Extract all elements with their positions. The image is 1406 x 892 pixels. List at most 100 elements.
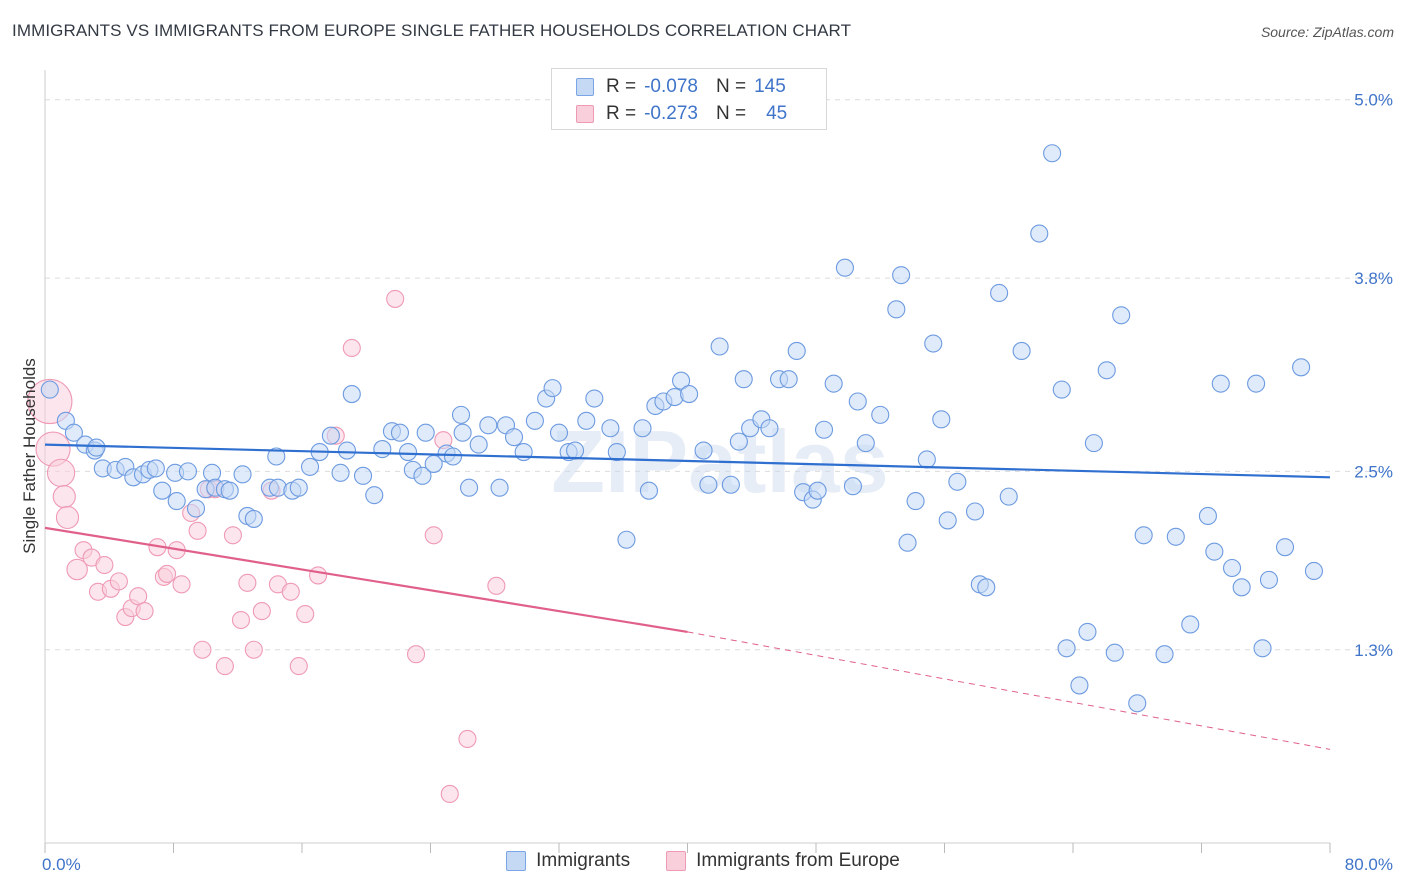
legend-r-label: R = [606, 76, 637, 97]
legend-label-immigrants-from-europe: Immigrants from Europe [696, 850, 900, 871]
data-point-immigrants-from-europe [109, 572, 128, 591]
data-point-immigrants [892, 266, 911, 285]
data-point-immigrants [353, 466, 373, 485]
data-point-immigrants [566, 441, 585, 460]
data-point-immigrants-from-europe [244, 640, 263, 659]
data-point-immigrants [525, 411, 544, 430]
data-point-immigrants [871, 405, 890, 424]
data-point-immigrants [220, 481, 239, 500]
data-point-immigrants-from-europe [386, 289, 405, 308]
legend-n-value: 45 [766, 103, 788, 124]
data-point-immigrants-from-europe [342, 338, 361, 358]
data-point-immigrants [469, 435, 488, 454]
data-point-immigrants [186, 499, 206, 518]
data-point-immigrants [178, 462, 198, 481]
legend-swatch-blue [576, 78, 594, 96]
data-point-immigrants-from-europe [158, 564, 177, 583]
data-point-immigrants [289, 478, 308, 497]
data-point-immigrants [932, 410, 951, 429]
data-point-immigrants [1253, 639, 1272, 658]
data-point-immigrants [390, 423, 410, 442]
legend-item-immigrants-from-europe[interactable]: Immigrants from Europe [666, 850, 900, 872]
data-point-immigrants [699, 475, 718, 494]
data-point-immigrants [680, 385, 699, 404]
data-point-immigrants [443, 447, 463, 466]
data-point-immigrants [1247, 374, 1266, 393]
data-point-immigrants [824, 374, 843, 393]
data-point-immigrants [1078, 622, 1097, 641]
legend-row-immigrants: R = -0.078 N = 145 [576, 75, 786, 99]
data-point-immigrants-from-europe [296, 605, 315, 624]
data-point-immigrants [856, 434, 875, 453]
data-point-immigrants [373, 440, 392, 459]
data-point-immigrants-from-europe [406, 645, 426, 664]
data-point-immigrants [1304, 561, 1323, 581]
legend-n-label: N = [715, 103, 747, 124]
data-point-immigrants [734, 370, 753, 389]
trend-line-immigrants-from-europe [44, 526, 688, 633]
legend-swatch-blue [506, 851, 527, 871]
data-point-immigrants [365, 486, 384, 505]
data-point-immigrants [1222, 558, 1242, 578]
data-point-immigrants [577, 411, 596, 430]
data-point-immigrants [808, 481, 827, 500]
data-point-immigrants-from-europe [289, 657, 308, 676]
data-point-immigrants [977, 578, 996, 597]
data-point-immigrants [639, 481, 659, 500]
chart-source: Source: ZipAtlas.com [1260, 24, 1394, 40]
data-point-immigrants-from-europe [193, 640, 212, 659]
legend-swatch-pink [576, 105, 594, 123]
data-point-immigrants [990, 283, 1009, 303]
data-point-immigrants [244, 509, 263, 528]
series-immigrants [40, 144, 1323, 713]
data-point-immigrants [1134, 526, 1153, 545]
data-point-immigrants [453, 423, 472, 442]
data-point-immigrants [721, 475, 740, 494]
data-point-immigrants-from-europe [458, 729, 477, 748]
data-point-immigrants-from-europe [95, 555, 114, 575]
data-point-immigrants [1105, 643, 1124, 662]
data-point-immigrants [543, 379, 562, 398]
data-point-immigrants-from-europe [309, 566, 328, 585]
data-point-immigrants-from-europe [66, 558, 88, 581]
data-point-immigrants [607, 442, 626, 462]
y-tick-label: 5.0% [1354, 91, 1393, 110]
data-point-immigrants [601, 419, 620, 438]
data-point-immigrants [1012, 341, 1031, 361]
data-point-immigrants [504, 428, 524, 447]
data-point-immigrants-from-europe [440, 784, 459, 803]
data-point-immigrants [549, 423, 569, 442]
data-point-immigrants [1043, 144, 1062, 163]
data-point-immigrants [331, 463, 350, 482]
data-point-immigrants [948, 472, 967, 491]
legend-n-label: N = [715, 76, 747, 97]
data-point-immigrants [1128, 694, 1147, 713]
data-point-immigrants [416, 423, 435, 442]
data-point-immigrants [1155, 645, 1174, 664]
data-point-immigrants [1057, 639, 1076, 658]
legend-item-immigrants[interactable]: Immigrants [506, 850, 630, 872]
data-point-immigrants [321, 426, 340, 445]
data-point-immigrants [848, 392, 867, 411]
data-point-immigrants [1181, 615, 1200, 634]
data-point-immigrants [906, 492, 925, 511]
trend-lines [44, 443, 1331, 750]
y-axis-label: Single Father Households [20, 358, 39, 554]
data-point-immigrants [585, 389, 604, 408]
data-point-immigrants-from-europe [424, 526, 443, 545]
data-point-immigrants [451, 405, 471, 424]
data-point-immigrants [1052, 380, 1071, 399]
data-point-immigrants [999, 487, 1018, 506]
data-point-immigrants [924, 334, 943, 353]
data-point-immigrants [40, 380, 59, 399]
data-point-immigrants [1259, 570, 1279, 589]
data-point-immigrants [1275, 538, 1295, 557]
data-point-immigrants [1084, 434, 1103, 453]
trend-line-extension [687, 631, 1331, 750]
data-point-immigrants [1097, 361, 1116, 380]
legend-r-value: -0.078 [644, 76, 698, 97]
data-point-immigrants-from-europe [215, 657, 234, 676]
data-point-immigrants-from-europe [55, 505, 80, 530]
data-point-immigrants [64, 423, 83, 442]
data-point-immigrants [1112, 306, 1131, 325]
